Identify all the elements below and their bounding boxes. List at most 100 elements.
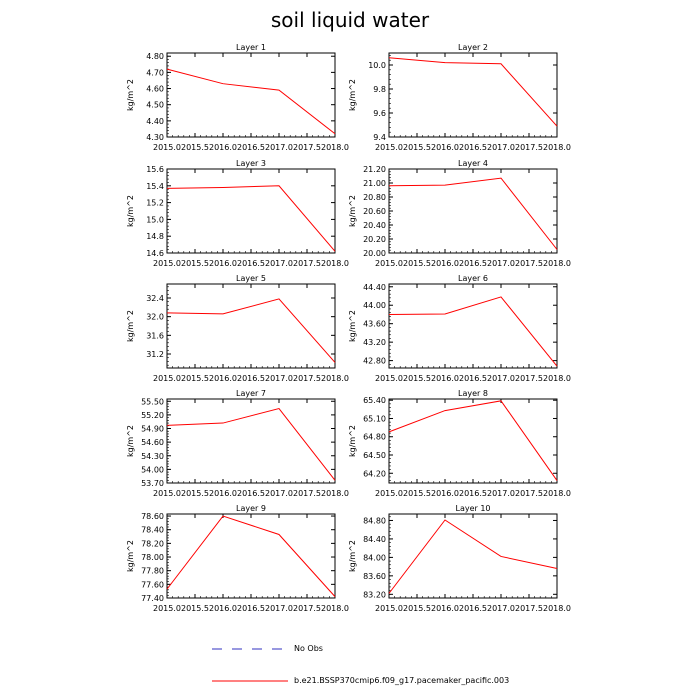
series-line-1: [388, 177, 558, 250]
y-axis-label: kg/m^2: [348, 425, 357, 457]
plot-frame: [388, 283, 558, 369]
panel-title: Layer 9: [236, 504, 266, 513]
x-tick-label: 2015.5: [403, 489, 431, 498]
x-tick-label: 2017.5: [293, 374, 321, 383]
x-tick-label: 2016.5: [459, 489, 487, 498]
legend-model-swatch: [212, 680, 288, 682]
y-axis-label: kg/m^2: [126, 79, 135, 111]
y-tick-label: 9.8: [373, 85, 386, 94]
x-tick-label: 2015.5: [181, 604, 209, 613]
x-tick-label: 2016.0: [209, 604, 237, 613]
x-tick-label: 2017.0: [265, 374, 293, 383]
x-tick-label: 2018.0: [321, 604, 349, 613]
y-tick-label: 77.80: [141, 567, 164, 576]
panel-title: Layer 4: [458, 159, 488, 168]
x-tick-label: 2017.5: [515, 489, 543, 498]
x-tick-label: 2018.0: [321, 489, 349, 498]
x-tick-label: 2016.5: [459, 604, 487, 613]
plot-frame: [166, 168, 336, 254]
y-tick-label: 54.90: [141, 425, 164, 434]
y-tick-label: 4.60: [146, 85, 164, 94]
legend-obs-swatch: [212, 648, 288, 650]
x-tick-label: 2017.0: [487, 259, 515, 268]
y-tick-label: 54.00: [141, 465, 164, 474]
y-tick-label: 77.60: [141, 580, 164, 589]
x-tick-label: 2015.5: [403, 143, 431, 152]
x-tick-label: 2017.5: [515, 604, 543, 613]
legend-model-label: b.e21.BSSP370cmip6.f09_g17.pacemaker_pac…: [294, 676, 510, 685]
y-tick-label: 65.10: [363, 414, 386, 423]
series-line-1: [388, 57, 558, 127]
x-tick-label: 2015.0: [153, 259, 181, 268]
y-tick-label: 53.70: [141, 479, 164, 488]
x-tick-label: 2017.0: [487, 143, 515, 152]
x-tick-label: 2016.0: [431, 374, 459, 383]
x-tick-label: 2018.0: [543, 259, 571, 268]
y-tick-label: 83.20: [363, 590, 386, 599]
y-tick-label: 31.6: [146, 331, 164, 340]
y-tick-label: 55.20: [141, 411, 164, 420]
y-tick-label: 4.80: [146, 52, 164, 61]
x-tick-label: 2017.5: [515, 374, 543, 383]
panel-title: Layer 5: [236, 274, 266, 283]
x-tick-label: 2015.0: [153, 143, 181, 152]
x-tick-label: 2015.5: [181, 259, 209, 268]
plot-frame: [388, 513, 558, 599]
y-tick-label: 78.00: [141, 553, 164, 562]
y-tick-label: 32.0: [146, 313, 164, 322]
y-tick-label: 54.60: [141, 438, 164, 447]
x-tick-label: 2016.5: [237, 604, 265, 613]
panel-title: Layer 6: [458, 274, 488, 283]
series-line-1: [166, 515, 336, 597]
x-tick-label: 2017.5: [515, 143, 543, 152]
x-tick-label: 2016.0: [431, 143, 459, 152]
x-tick-label: 2015.0: [153, 489, 181, 498]
y-tick-label: 77.40: [141, 594, 164, 603]
series-line-1: [166, 185, 336, 252]
panel-title: Layer 10: [455, 504, 490, 513]
y-tick-label: 84.80: [363, 516, 386, 525]
y-tick-label: 14.8: [146, 232, 164, 241]
y-axis-label: kg/m^2: [126, 195, 135, 227]
x-tick-label: 2016.5: [237, 259, 265, 268]
x-tick-label: 2017.0: [265, 604, 293, 613]
panel-title: Layer 3: [236, 159, 266, 168]
x-tick-label: 2015.0: [375, 374, 403, 383]
y-tick-label: 9.6: [373, 109, 386, 118]
panel-title: Layer 7: [236, 389, 266, 398]
y-tick-label: 20.40: [363, 221, 386, 230]
y-tick-label: 31.2: [146, 350, 164, 359]
y-tick-label: 4.70: [146, 68, 164, 77]
series-line-1: [388, 519, 558, 594]
x-tick-label: 2016.0: [209, 259, 237, 268]
y-tick-label: 64.50: [363, 451, 386, 460]
y-tick-label: 64.20: [363, 469, 386, 478]
y-tick-label: 20.20: [363, 235, 386, 244]
y-tick-label: 64.80: [363, 433, 386, 442]
x-tick-label: 2016.5: [459, 259, 487, 268]
x-tick-label: 2018.0: [543, 374, 571, 383]
y-tick-label: 21.20: [363, 165, 386, 174]
y-tick-label: 84.00: [363, 553, 386, 562]
y-tick-label: 21.00: [363, 179, 386, 188]
y-tick-label: 15.6: [146, 165, 164, 174]
x-tick-label: 2016.0: [209, 374, 237, 383]
x-tick-label: 2017.5: [293, 259, 321, 268]
panel-title: Layer 1: [236, 43, 266, 52]
figure-title: soil liquid water: [270, 8, 430, 32]
x-tick-label: 2018.0: [543, 489, 571, 498]
y-tick-label: 42.80: [363, 357, 386, 366]
plot-frame: [388, 398, 558, 484]
y-axis-label: kg/m^2: [126, 540, 135, 572]
y-axis-label: kg/m^2: [348, 195, 357, 227]
y-tick-label: 15.4: [146, 182, 164, 191]
series-line-1: [388, 296, 558, 367]
y-tick-label: 4.30: [146, 133, 164, 142]
y-tick-label: 43.60: [363, 320, 386, 329]
